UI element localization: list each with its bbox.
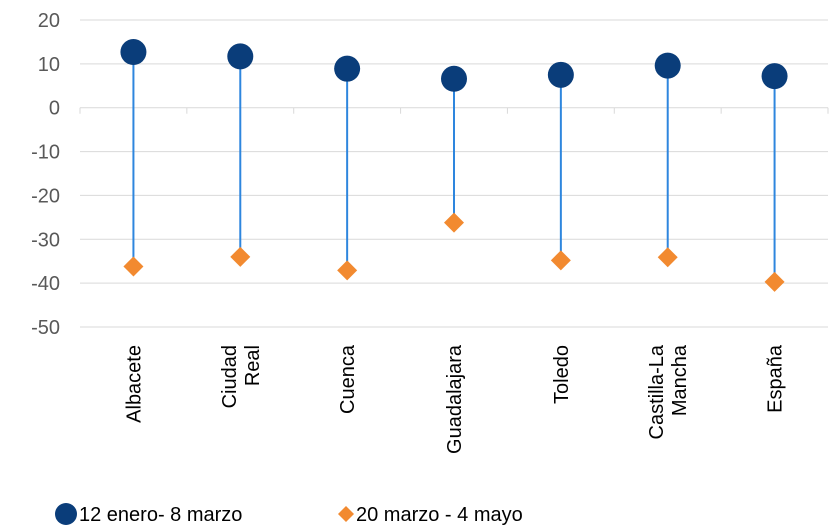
category-label-line: Castilla-La (646, 344, 668, 439)
circle-marker (547, 61, 574, 88)
circle-marker (441, 65, 467, 92)
category-label-line: España (765, 344, 787, 413)
diamond-marker (657, 247, 678, 268)
diamond-marker (337, 260, 358, 281)
category-label-line: Mancha (669, 344, 691, 416)
category-label: Cuenca (337, 344, 359, 414)
legend-label: 12 enero- 8 marzo (79, 504, 242, 526)
diamond-marker (123, 256, 144, 277)
category-label-line: Toledo (551, 345, 573, 404)
diamond-marker (230, 246, 251, 267)
category-label-line: Albacete (123, 345, 145, 423)
circle-marker (227, 43, 254, 70)
data-markers (120, 39, 788, 292)
y-tick-label: 20 (38, 10, 60, 32)
x-axis-labels: Albacete Ciudad Real Cuenca Guadalajara Toled… (123, 344, 786, 454)
category-label: Ciudad Real (219, 345, 264, 408)
legend-circle-icon (55, 503, 77, 525)
category-label: Castilla-La Mancha (646, 344, 691, 439)
y-tick-label: -10 (31, 142, 60, 164)
diamond-marker (550, 250, 571, 271)
circle-marker (120, 39, 147, 66)
diamond-marker (444, 212, 464, 233)
category-label: Toledo (551, 345, 573, 404)
category-label-line: Guadalajara (444, 344, 466, 454)
category-label-line: Cuenca (337, 344, 359, 414)
y-tick-label: -40 (31, 273, 60, 295)
category-label: Albacete (123, 345, 145, 423)
category-label: Guadalajara (444, 344, 466, 454)
category-label: España (765, 344, 787, 413)
legend-label: 20 marzo - 4 mayo (356, 504, 523, 526)
circle-marker (334, 55, 361, 82)
circle-marker (654, 52, 681, 79)
category-label-line: Real (242, 345, 264, 386)
y-tick-label: -50 (31, 317, 60, 339)
diamond-marker (764, 271, 785, 292)
legend-diamond-icon (338, 506, 354, 522)
y-axis: 20 10 0 -10 -20 -30 -40 -50 (31, 10, 60, 339)
category-label-line: Ciudad (219, 345, 241, 408)
circle-marker (761, 63, 788, 90)
y-tick-label: -30 (31, 229, 60, 251)
connector-lines (132, 52, 776, 282)
legend: 12 enero- 8 marzo 20 marzo - 4 mayo (55, 503, 523, 526)
y-tick-label: -20 (31, 185, 60, 207)
y-tick-label: 0 (49, 98, 60, 120)
y-tick-label: 10 (38, 54, 60, 76)
